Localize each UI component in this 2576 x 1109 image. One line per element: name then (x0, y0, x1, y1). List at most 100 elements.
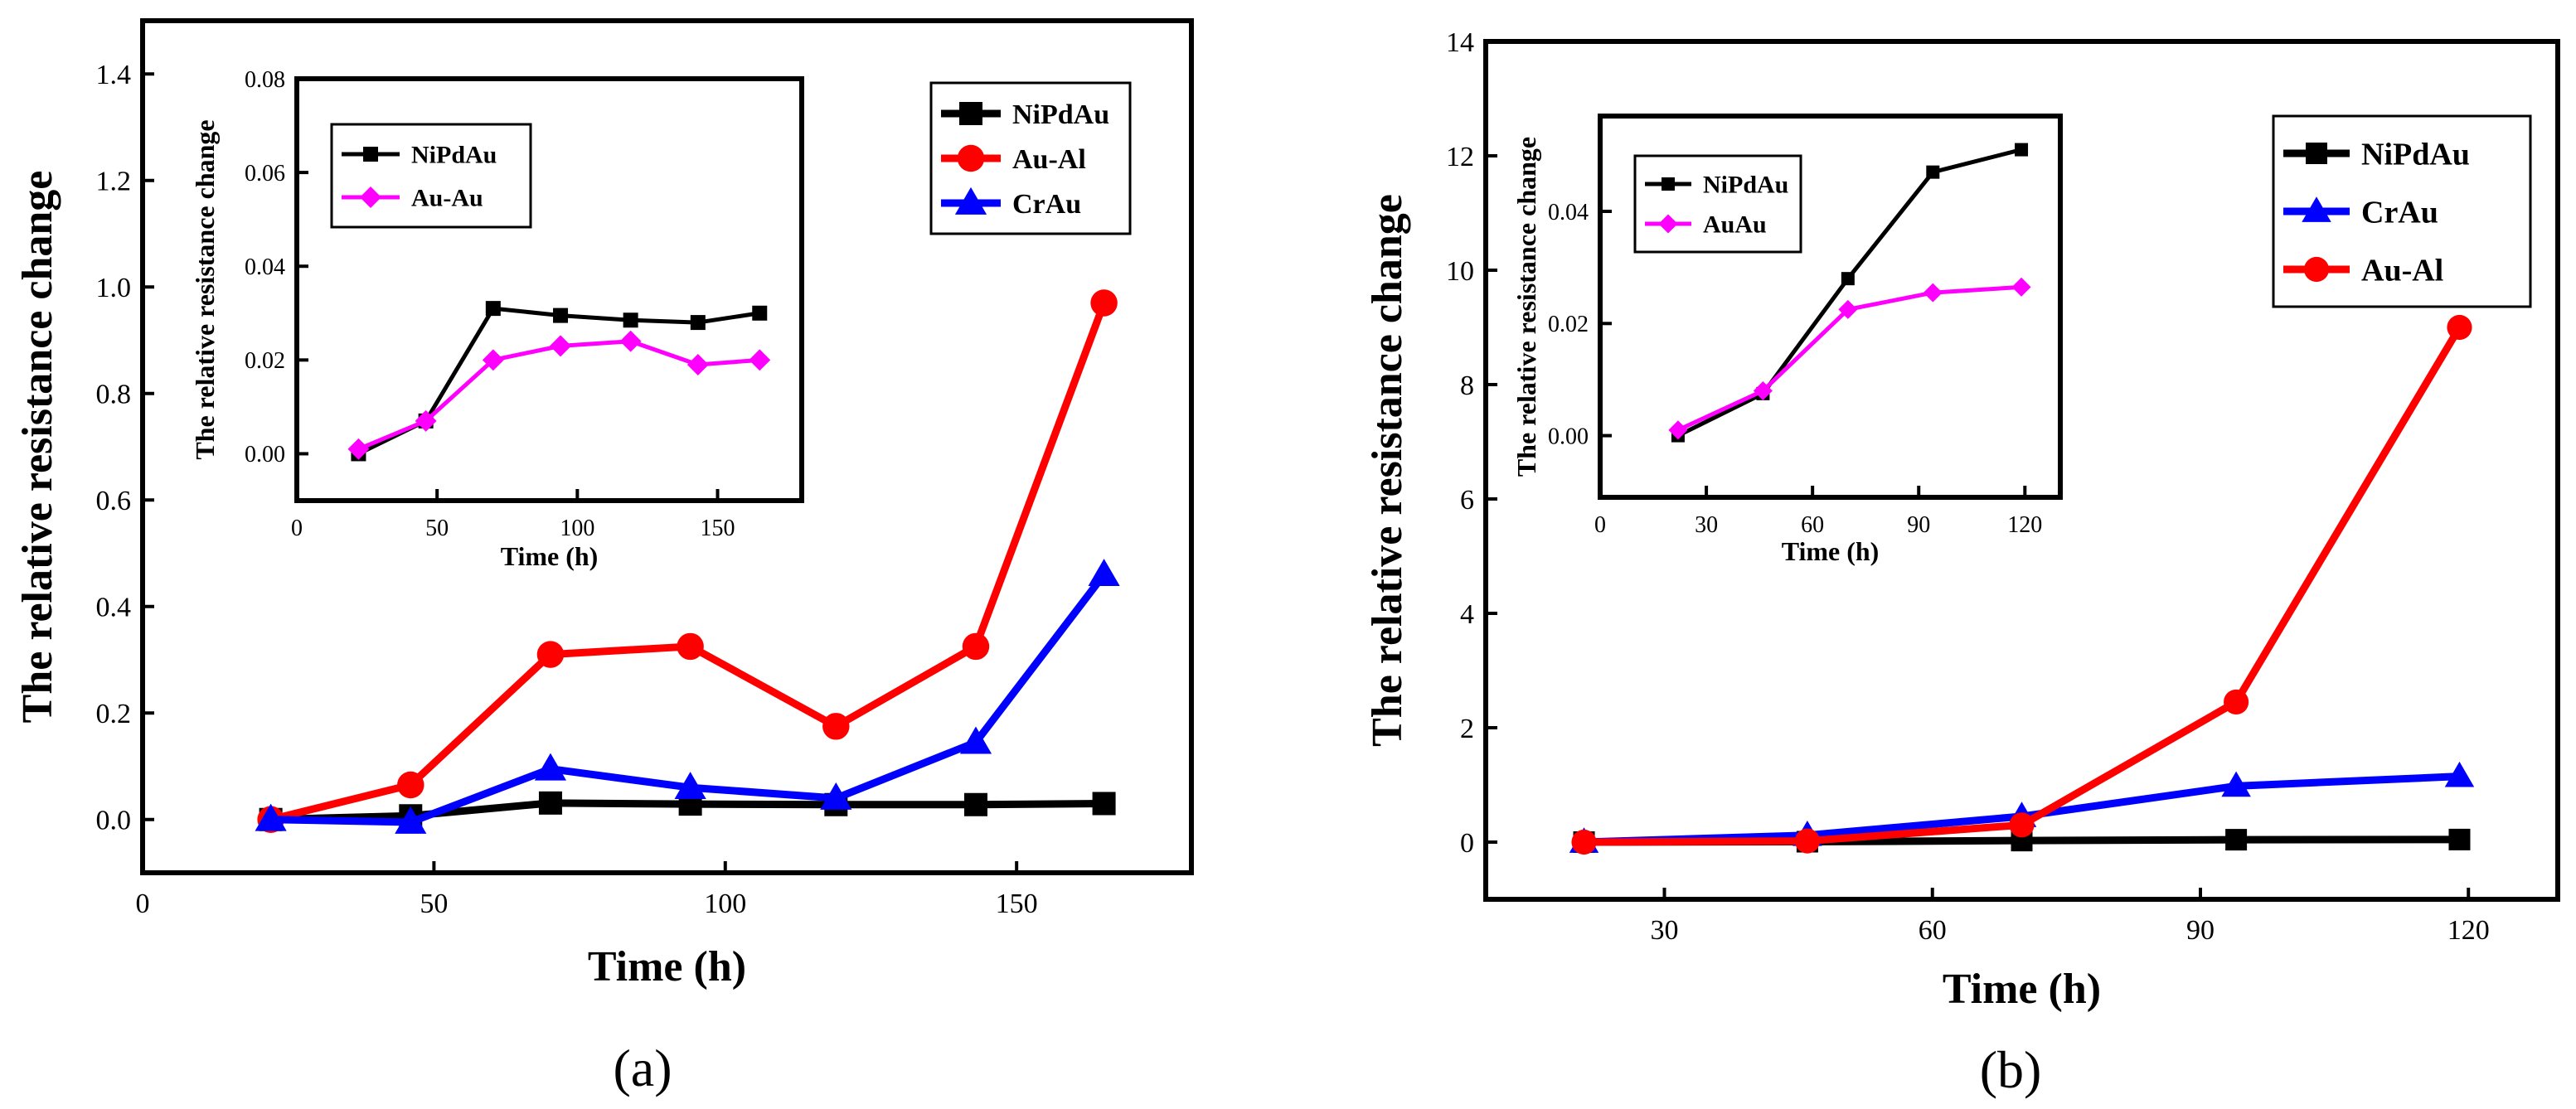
panel-a-inset-data-point (619, 330, 642, 352)
panel-a-main-y-tick-label: 1.2 (96, 167, 132, 197)
panel-b-inset-data-point (1753, 380, 1773, 400)
panel-a-inset-x-tick-label: 100 (560, 516, 594, 541)
panel-a-inset-data-point (550, 335, 571, 357)
panel-a-main-data-point (397, 771, 424, 799)
panel-a-main-legend-marker (954, 186, 987, 215)
panel-b-main-legend: NiPdAu CrAu Au-Al (2272, 114, 2532, 308)
panel-a-main-y-tick-label: 0.0 (96, 806, 132, 836)
panel-a-inset-series-au-au (347, 330, 771, 460)
panel-b-main-data-point (2444, 761, 2475, 787)
panel-b-inset-data-point (1838, 299, 1858, 319)
panel-b-inset-x-axis-label: Time (h) (1782, 536, 1880, 566)
panel-a-main-legend-marker (957, 144, 985, 172)
panel-a-main-x-tick-label: 0 (136, 889, 150, 919)
panel-a-inset-legend-label: Au-Au (411, 185, 483, 212)
panel-b-inset-y-tick-label: 0.04 (1548, 200, 1589, 225)
panel-b-inset-legend-box (1633, 154, 1802, 254)
panel-a-inset-y-tick-label: 0.02 (245, 348, 285, 374)
panel-a-main-data-point (1092, 792, 1116, 816)
panel-b-inset-legend-label: NiPdAu (1703, 172, 1788, 199)
panel-b-main-data-point (2221, 771, 2251, 797)
panel-a-main-data-point (534, 753, 567, 781)
panel-b-main-data-point (1794, 828, 1820, 854)
panel-a-main-legend-label: NiPdAu (1012, 99, 1109, 130)
panel-a-inset-data-point (482, 349, 504, 371)
panel-b-inset-data-point (2011, 277, 2031, 297)
panel-b-inset-data-point (1668, 420, 1688, 440)
panel-b-inset-data-point (1926, 165, 1940, 179)
panel-b-main-data-point (2009, 812, 2035, 838)
panel-a-inset-legend-box (330, 123, 532, 229)
panel-b-main-legend-label: NiPdAu (2361, 137, 2470, 172)
panel-b-main-x-tick-label: 120 (2447, 915, 2490, 946)
panel-a-inset-data-point (690, 315, 706, 331)
panel-b-main-y-tick-label: 10 (1446, 256, 1474, 287)
panel-a-inset-data-point (485, 301, 501, 317)
panel-a-main-x-tick-label: 50 (420, 889, 448, 919)
panel-a-inset-legend-label: NiPdAu (411, 142, 497, 169)
panel-b-inset-x-tick-label: 60 (1801, 512, 1824, 538)
panel-a-main-x-tick-label: 100 (704, 889, 746, 919)
panel-b-inset-legend-marker (1658, 214, 1678, 234)
panel-a-inset-y-tick-label: 0.00 (245, 442, 285, 467)
panel-b-main-y-tick-label: 8 (1460, 370, 1474, 401)
panel-b-inset-series-auau (1668, 277, 2031, 440)
panel-a-inset-data-point (415, 409, 437, 432)
panel-b-main-x-axis-label: Time (h) (1943, 966, 2101, 1013)
panel-a-inset-legend-marker (363, 147, 378, 162)
panel-a-main-legend-marker (959, 102, 982, 125)
panel-a-main-data-point (677, 632, 704, 661)
panel-a-main-data-point (962, 632, 990, 661)
panel-b-main-series-au-al (1571, 314, 2472, 855)
panel-b-inset-x-tick-label: 120 (2007, 512, 2042, 538)
panel-a-inset-legend-marker (360, 186, 381, 208)
panel-a-main-y-tick-label: 0.2 (96, 699, 132, 729)
panel-a-main-data-point (1090, 289, 1118, 317)
panel-a-main-series-crau (255, 559, 1120, 834)
panel-a-inset-y-tick-label: 0.06 (245, 161, 285, 186)
panel-b-main-x-tick-label: 90 (2186, 915, 2215, 946)
panel-b-inset-data-point (1841, 272, 1855, 286)
panel-a-inset-data-point (749, 349, 771, 371)
panel-a-inset-x-axis-label: Time (h) (501, 541, 599, 571)
panel-b-inset-y-tick-label: 0.00 (1548, 424, 1589, 449)
panel-a-main-series-au-al (257, 289, 1118, 833)
panel-b-main-legend-marker (2306, 143, 2327, 164)
panel-a-inset-chart: 0 50 100 150 0.00 0.02 0.04 0.06 0.08 Time (h) The… (190, 67, 804, 571)
panel-a-inset-y-tick-label: 0.04 (245, 254, 285, 280)
panel-a-main-y-tick-label: 0.6 (96, 486, 132, 516)
panel-b-inset-chart: 0 30 60 90 120 0.00 0.02 0.04 Time (h) The relati… (1511, 114, 2063, 566)
panel-b-inset-legend: NiPdAu AuAu (1633, 154, 1802, 254)
panel-b-main-y-tick-label: 14 (1446, 27, 1474, 58)
panel-b-inset-x-tick-label: 0 (1594, 512, 1606, 538)
panel-a-label: (a) (613, 1039, 672, 1097)
panel-b-inset-data-point (1923, 283, 1943, 303)
panel-a-main-data-point (536, 641, 565, 668)
panel-b-inset-legend-marker (1662, 177, 1675, 191)
panel-b-main-y-tick-label: 12 (1446, 142, 1474, 172)
panel-a-inset-data-point (623, 312, 638, 328)
panel-b-inset-x-tick-label: 90 (1907, 512, 1930, 538)
panel-a-main-y-axis-label: The relative resistance change (14, 171, 61, 724)
panel-b-main-legend-marker (2303, 256, 2330, 283)
panel-b-main-legend-marker (2302, 196, 2331, 222)
panel-a-main-data-point (395, 806, 427, 834)
panel-a-main-data-point (1088, 559, 1120, 587)
panel-b-main-data-point (1571, 829, 1597, 855)
panel-a-main-data-point (822, 713, 850, 740)
panel-a-main-y-tick-label: 0.8 (96, 380, 132, 410)
panel-b-main-y-tick-label: 2 (1460, 714, 1474, 744)
panel-a-main-legend: NiPdAu Au-Al CrAu (929, 81, 1132, 235)
panel-a-main-legend-label: Au-Al (1012, 144, 1086, 175)
panel-a-main-x-axis-label: Time (h) (588, 943, 746, 990)
panel-b-main-data-point (2448, 828, 2471, 850)
panel-a-main-data-point (963, 792, 987, 816)
panel-a-inset-data-point (686, 354, 709, 375)
panel-a-inset-y-axis-label: The relative resistance change (190, 119, 220, 459)
panel-b-main-x-tick-label: 60 (1919, 915, 1947, 946)
panel-b-main-data-point (2224, 689, 2249, 715)
panel-a-main-data-point (820, 782, 852, 810)
panel-a-main-y-tick-label: 1.0 (96, 273, 132, 303)
panel-a-main-x-tick-label: 150 (996, 889, 1038, 919)
